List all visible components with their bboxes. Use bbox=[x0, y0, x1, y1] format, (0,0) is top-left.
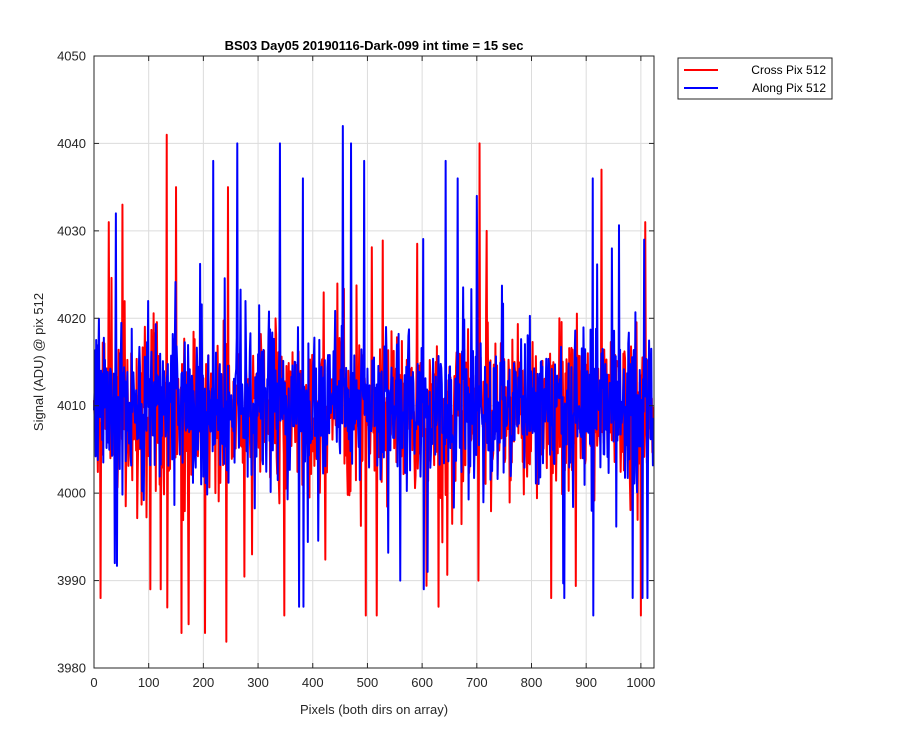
x-axis-title: Pixels (both dirs on array) bbox=[300, 702, 448, 717]
x-tick-label: 500 bbox=[357, 675, 379, 690]
x-tick-label: 400 bbox=[302, 675, 324, 690]
y-tick-label: 4030 bbox=[57, 223, 86, 238]
x-tick-label: 300 bbox=[247, 675, 269, 690]
y-tick-label: 4010 bbox=[57, 398, 86, 413]
x-tick-label: 800 bbox=[521, 675, 543, 690]
y-tick-label: 4020 bbox=[57, 311, 86, 326]
legend-label-cross: Cross Pix 512 bbox=[751, 63, 826, 77]
y-tick-label: 4040 bbox=[57, 136, 86, 151]
y-tick-label: 4000 bbox=[57, 486, 86, 501]
series-layer bbox=[93, 124, 655, 643]
chart-title: BS03 Day05 20190116-Dark-099 int time = … bbox=[225, 38, 524, 53]
x-tick-label: 100 bbox=[138, 675, 160, 690]
y-tick-label: 3980 bbox=[57, 661, 86, 676]
x-tick-label: 1000 bbox=[626, 675, 655, 690]
x-tick-label: 900 bbox=[575, 675, 597, 690]
legend-box bbox=[677, 57, 833, 100]
x-tick-label: 600 bbox=[411, 675, 433, 690]
y-tick-label: 3990 bbox=[57, 573, 86, 588]
y-axis-title: Signal (ADU) @ pix 512 bbox=[31, 293, 46, 431]
plot-box bbox=[93, 55, 655, 669]
legend: Cross Pix 512 Along Pix 512 bbox=[677, 57, 833, 100]
legend-label-along: Along Pix 512 bbox=[752, 81, 826, 95]
series-line-along bbox=[93, 124, 655, 617]
x-tick-label: 200 bbox=[193, 675, 215, 690]
x-tick-label: 0 bbox=[90, 675, 97, 690]
x-tick-label: 700 bbox=[466, 675, 488, 690]
y-tick-label: 4050 bbox=[57, 49, 86, 64]
ticks: 0 100 200 300 400 500 600 700 800 900 1000 3980 3990… bbox=[57, 49, 655, 691]
